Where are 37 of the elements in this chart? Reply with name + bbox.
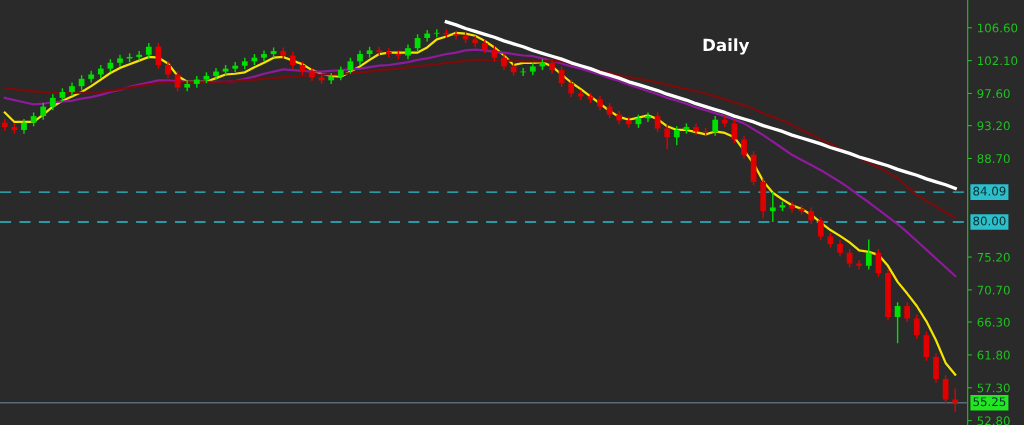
- candlestick: [673, 125, 680, 147]
- candlestick: [933, 352, 939, 384]
- y-tick-label: 66.30: [977, 317, 1010, 327]
- y-tick-label: 70.70: [977, 285, 1010, 295]
- y-tick-label: 88.70: [977, 154, 1010, 164]
- candlestick: [741, 135, 747, 160]
- line-series: [444, 20, 957, 191]
- candlestick: [261, 49, 267, 63]
- y-tick-label: 57.30: [977, 383, 1010, 393]
- line-series: [3, 31, 957, 376]
- y-tick-label: 106.60: [978, 23, 1018, 33]
- ref-line-label: 84.09: [973, 186, 1006, 196]
- candlestick: [453, 29, 459, 41]
- candlestick: [952, 387, 959, 413]
- y-tick-label: 75.20: [977, 252, 1010, 262]
- candlestick: [213, 67, 219, 81]
- candlestick: [789, 200, 795, 214]
- y-tick-label: 93.20: [977, 121, 1010, 131]
- annotation: Daily: [703, 38, 750, 55]
- ref-line-label: 55.25: [973, 397, 1006, 407]
- candlestick: [654, 111, 661, 133]
- candlestick: [174, 70, 181, 92]
- candlestick: [664, 124, 671, 150]
- candlestick: [913, 314, 920, 340]
- ref-line-label: 80.00: [973, 216, 1006, 226]
- candlestick: [645, 111, 651, 123]
- y-tick-label: 61.80: [977, 350, 1010, 360]
- candlestick: [865, 238, 872, 271]
- candlestick: [904, 301, 911, 323]
- y-tick-label: 52.80: [977, 416, 1010, 425]
- candlestick: [769, 191, 776, 223]
- line-series: [3, 58, 957, 219]
- y-tick-label: 97.60: [977, 89, 1010, 99]
- candlestick: [712, 115, 719, 137]
- candlestick: [817, 216, 824, 241]
- y-tick-label: 102.10: [978, 56, 1018, 66]
- candlestick: [693, 122, 699, 136]
